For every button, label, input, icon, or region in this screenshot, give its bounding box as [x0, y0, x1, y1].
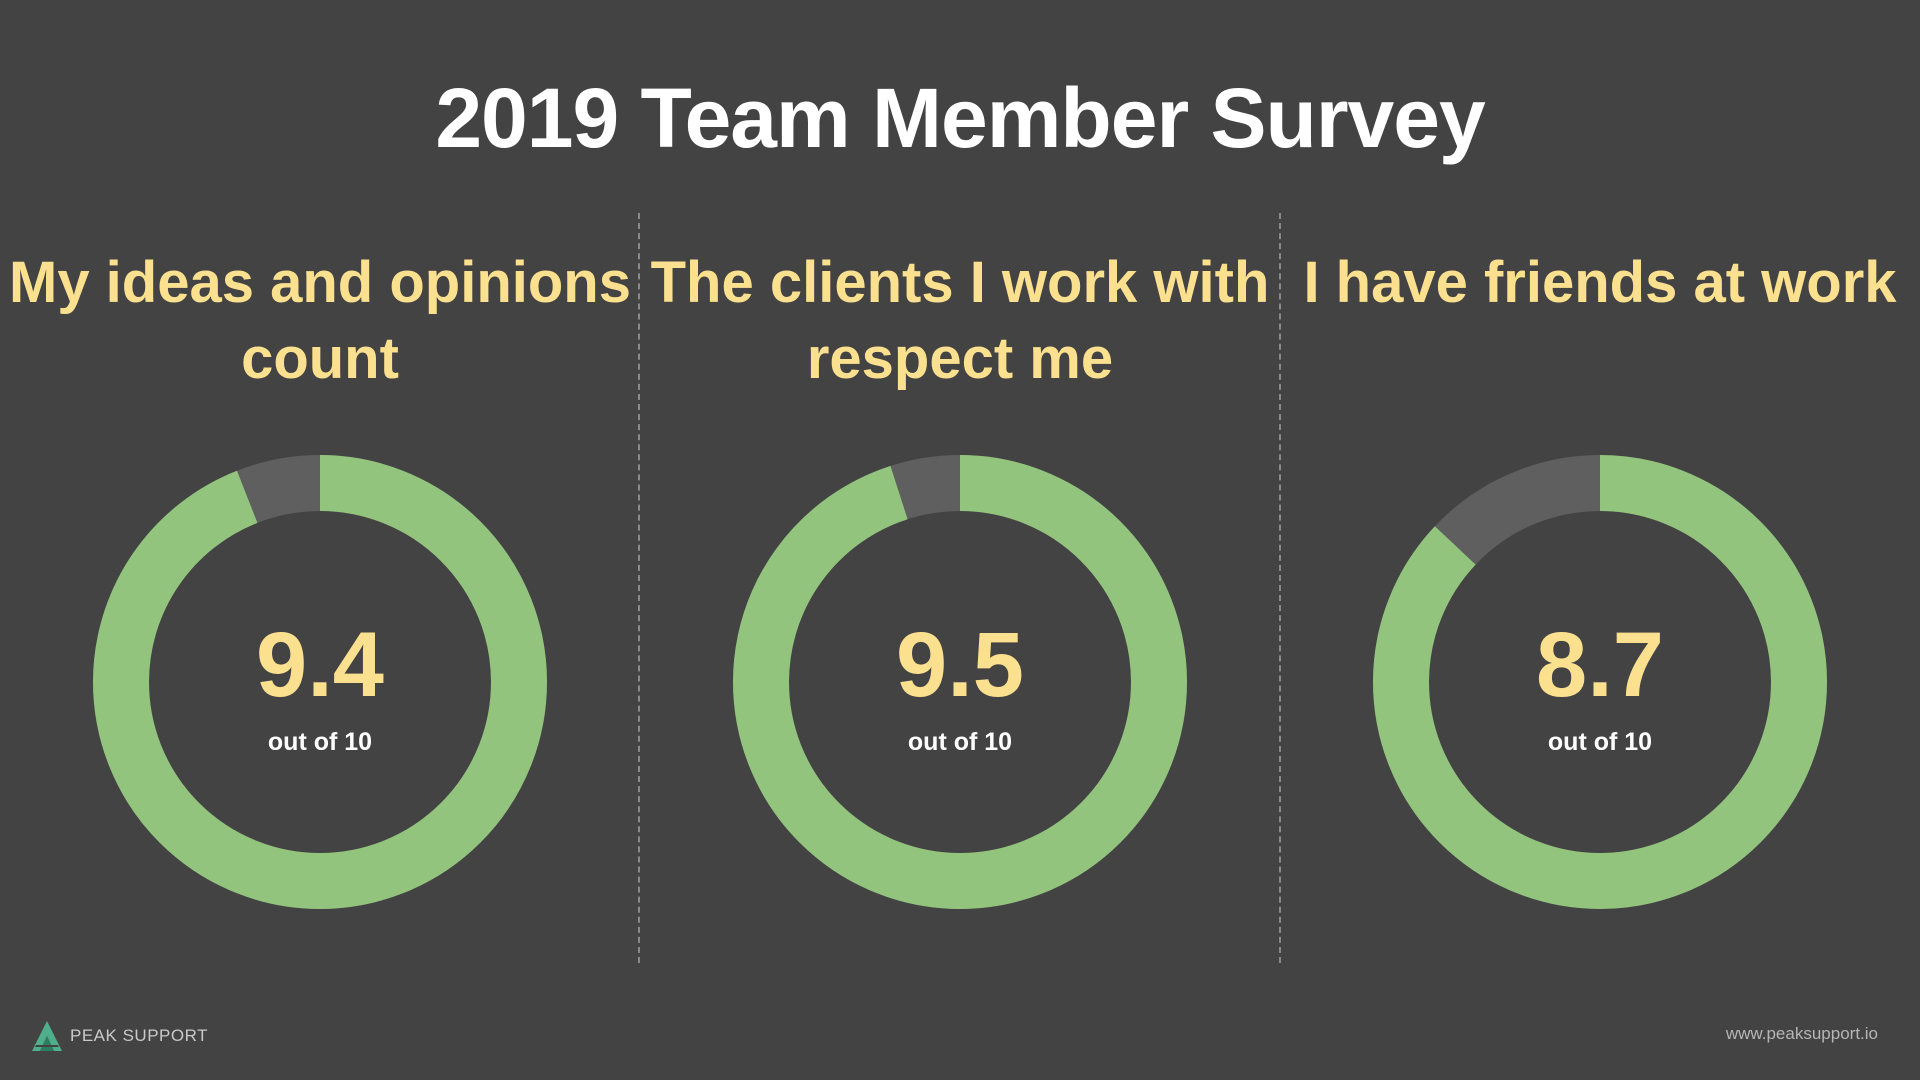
donut-value-arc [93, 455, 547, 909]
donut-chart: 8.7 out of 10 [1373, 455, 1827, 909]
donut-value-arc [1373, 455, 1827, 909]
score-value: 9.4 [256, 614, 384, 716]
survey-panel-ideas: My ideas and opinions count 9.4 out of 1… [0, 245, 640, 909]
website-url: www.peaksupport.io [1725, 1024, 1878, 1043]
panel-divider-1 [638, 213, 640, 963]
donut-chart: 9.4 out of 10 [93, 455, 547, 909]
score-scale-label: out of 10 [907, 728, 1013, 756]
page-title: 2019 Team Member Survey [435, 71, 1485, 165]
score-value: 9.5 [896, 614, 1024, 716]
donut-value-arc [733, 455, 1187, 909]
panel-heading: The clients I work with respect me [650, 250, 1270, 391]
donut-svg [733, 455, 1187, 909]
brand-name: PEAK SUPPORT [70, 1026, 208, 1045]
donut-chart: 9.5 out of 10 [733, 455, 1187, 909]
score-scale-label: out of 10 [267, 728, 373, 756]
brand-logo: PEAK SUPPORT [30, 1018, 208, 1054]
score-value: 8.7 [1536, 614, 1664, 716]
peak-mountain-icon [32, 1021, 62, 1051]
survey-panel-clients: The clients I work with respect me 9.5 o… [640, 245, 1280, 909]
panel-heading: I have friends at work [1303, 250, 1897, 315]
survey-panel-friends: I have friends at work 8.7 out of 10 [1280, 245, 1920, 909]
panel-divider-2 [1279, 213, 1281, 963]
score-scale-label: out of 10 [1547, 728, 1653, 756]
panel-heading: My ideas and opinions count [9, 250, 631, 391]
donut-svg [1373, 455, 1827, 909]
donut-svg [93, 455, 547, 909]
